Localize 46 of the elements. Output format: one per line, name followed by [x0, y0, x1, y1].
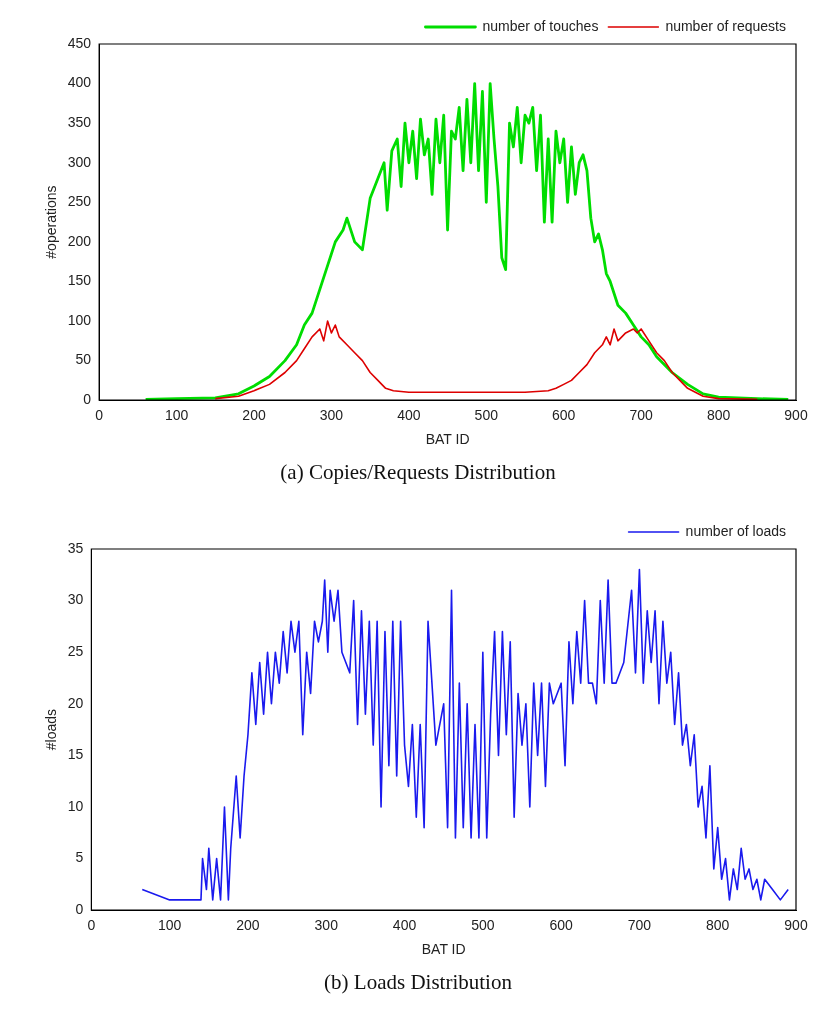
y-tick-label: 5: [75, 849, 84, 866]
y-tick-label: 200: [67, 232, 92, 249]
y-tick-label: 400: [67, 74, 92, 91]
x-tick-label: 0: [95, 407, 104, 424]
y-tick-label: 300: [67, 153, 92, 170]
y-axis-title: #loads: [43, 708, 60, 751]
x-tick-label: 600: [549, 917, 574, 934]
y-tick-label: 350: [67, 114, 92, 131]
y-tick-label: 30: [67, 591, 84, 608]
x-tick-label: 400: [392, 917, 417, 934]
x-tick-label: 200: [242, 407, 266, 424]
text: (a) Copies/Requests Distribution: [280, 459, 557, 484]
y-tick-label: 0: [83, 391, 92, 408]
x-tick-label: 800: [706, 917, 730, 934]
x-tick-label: 700: [629, 407, 654, 424]
legend-label: number of touches: [482, 17, 599, 34]
y-tick-label: 100: [67, 311, 92, 328]
x-tick-label: 300: [319, 407, 344, 424]
x-tick-label: 800: [706, 407, 731, 424]
y-tick-label: 450: [67, 34, 92, 51]
y-tick-label: 10: [67, 797, 84, 814]
x-tick-label: 500: [471, 917, 495, 934]
text: (b) Loads Distribution: [324, 969, 513, 994]
x-tick-label: 500: [474, 407, 499, 424]
y-tick-label: 250: [67, 193, 92, 210]
x-tick-label: 100: [157, 917, 182, 934]
y-tick-label: 50: [75, 351, 92, 368]
legend-label: number of requests: [665, 17, 786, 34]
y-tick-label: 0: [75, 901, 84, 918]
y-tick-label: 20: [67, 694, 84, 711]
x-tick-label: 200: [236, 917, 260, 934]
legend-label: number of loads: [685, 522, 787, 539]
x-tick-label: 300: [314, 917, 339, 934]
x-tick-label: 700: [627, 917, 652, 934]
y-tick-label: 15: [67, 746, 84, 763]
x-tick-label: 600: [552, 407, 576, 424]
x-tick-label: 100: [164, 407, 189, 424]
y-tick-label: 35: [67, 539, 84, 556]
y-axis-title: #operations: [43, 185, 60, 259]
x-tick-label: 400: [397, 407, 421, 424]
x-tick-label: 900: [784, 917, 808, 934]
y-tick-label: 150: [67, 272, 92, 289]
x-tick-label: 900: [784, 407, 808, 424]
y-tick-label: 25: [67, 643, 84, 660]
x-axis-title: BAT ID: [425, 431, 470, 448]
x-axis-title: BAT ID: [421, 941, 466, 958]
